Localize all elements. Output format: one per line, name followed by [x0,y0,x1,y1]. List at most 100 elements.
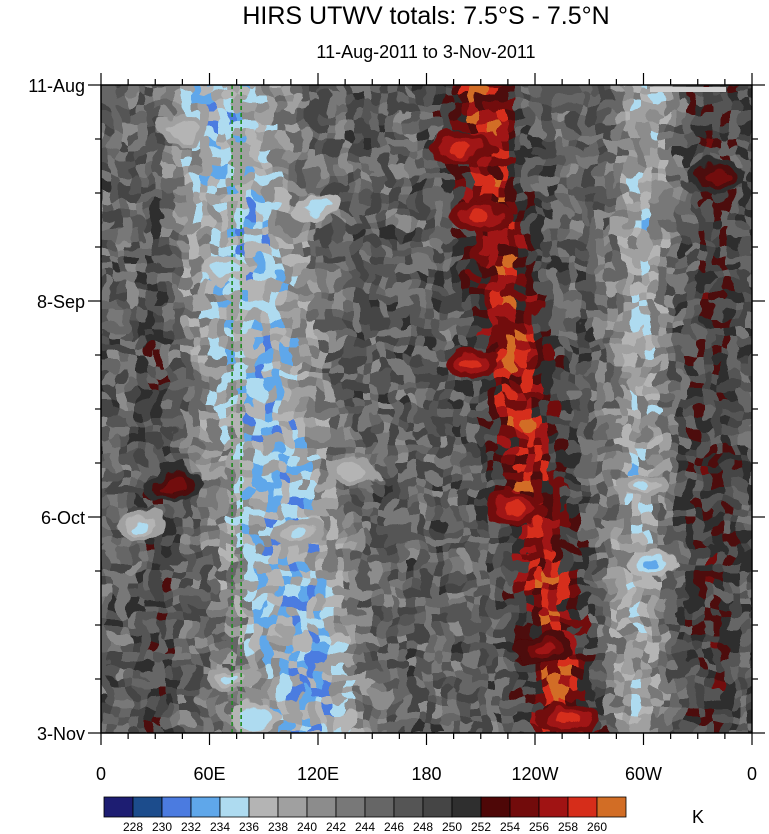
field-cell [551,301,561,311]
field-cell [200,490,210,500]
field-cell [704,580,714,590]
field-cell [308,400,318,410]
field-cell [713,472,723,482]
field-cell [299,256,309,266]
field-cell [344,184,354,194]
field-cell [677,661,687,671]
field-cell [308,481,318,491]
field-cell [434,274,444,284]
field-cell [137,607,147,617]
field-cell [722,319,732,329]
field-cell [155,328,165,338]
field-cell [470,166,480,176]
field-cell [353,328,363,338]
field-cell [677,193,687,203]
field-cell [524,364,534,374]
field-cell [542,121,552,131]
field-cell [164,382,174,392]
field-cell [596,481,606,491]
field-cell [506,391,516,401]
field-cell [470,517,480,527]
field-cell [758,535,768,545]
field-cell [137,670,147,680]
field-cell [560,238,570,248]
field-cell [695,274,705,284]
field-cell [137,382,147,392]
field-cell [389,319,399,329]
field-cell [497,148,507,158]
field-cell [218,85,228,86]
field-cell [704,310,714,320]
field-cell [263,652,273,662]
field-cell [146,589,156,599]
field-cell [470,643,480,653]
field-cell [560,472,570,482]
field-cell [155,418,165,428]
field-cell [317,310,327,320]
field-cell [605,139,615,149]
field-cell [713,553,723,563]
field-cell [551,490,561,500]
field-cell [407,157,417,167]
field-cell [470,499,480,509]
field-cell [182,292,192,302]
field-cell [506,94,516,104]
field-cell [434,94,444,104]
field-cell [587,202,597,212]
field-cell [344,211,354,221]
field-cell [173,418,183,428]
field-cell [470,454,480,464]
field-cell [596,571,606,581]
field-cell [623,427,633,437]
field-cell [749,148,752,158]
field-cell [335,652,345,662]
field-cell [695,328,705,338]
field-cell [371,652,381,662]
field-cell [128,265,138,275]
field-cell [641,643,651,653]
field-cell [254,238,264,248]
field-cell [308,319,318,329]
field-cell [515,238,525,248]
field-cell [371,328,381,338]
field-cell [506,229,516,239]
field-cell [632,625,642,635]
field-cell [470,256,480,266]
field-cell [677,247,687,257]
field-cell [101,364,102,374]
field-cell [731,265,741,275]
field-cell [308,166,318,176]
field-cell [272,634,282,644]
field-cell [290,445,300,455]
field-cell [578,112,588,122]
field-cell [218,319,228,329]
plot-area [101,85,768,733]
field-cell [560,265,570,275]
field-cell [686,193,696,203]
field-cell [398,373,408,383]
field-cell [749,238,752,248]
field-cell [524,283,534,293]
field-cell [605,256,615,266]
field-cell [542,112,552,122]
field-cell [344,517,354,527]
field-cell [506,193,516,203]
field-cell [497,562,507,572]
field-cell [299,112,309,122]
field-cell [425,445,435,455]
field-cell [569,409,579,419]
field-cell [542,256,552,266]
field-cell [569,130,579,140]
field-cell [335,553,345,563]
field-cell [479,337,489,347]
field-cell [425,634,435,644]
field-cell [587,454,597,464]
field-cell [344,508,354,518]
field-cell [605,328,615,338]
field-cell [146,337,156,347]
field-cell [470,292,480,302]
field-cell [317,463,327,473]
field-cell [137,256,147,266]
field-cell [425,211,435,221]
field-cell [722,643,732,653]
